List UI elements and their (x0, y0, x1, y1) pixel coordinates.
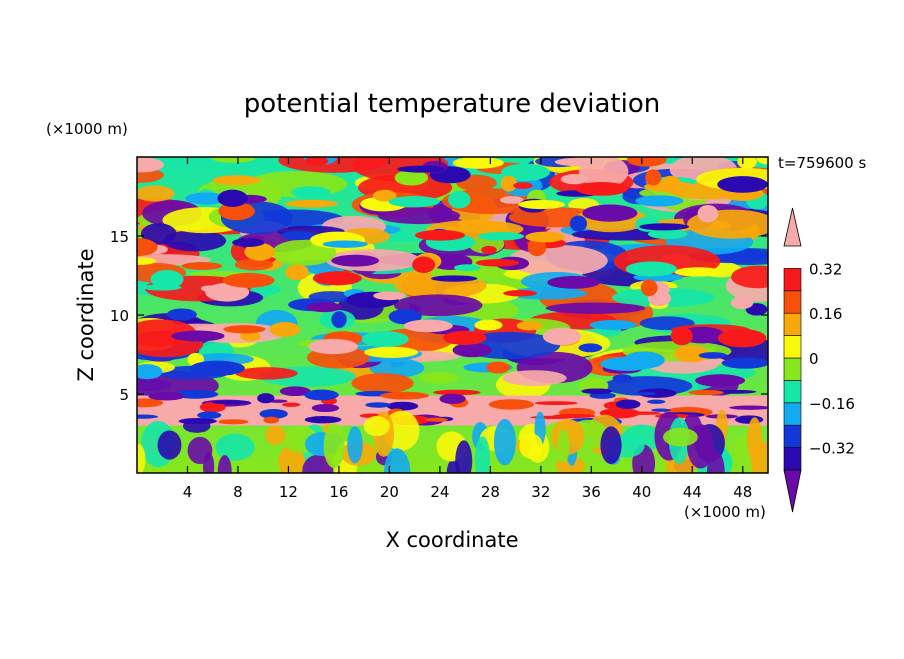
y-axis-label: Z coordinate (74, 248, 98, 381)
x-tick-label: 48 (733, 483, 752, 501)
x-tick-label: 36 (582, 483, 601, 501)
y-unit-label: (×1000 m) (46, 120, 128, 138)
chart-title: potential temperature deviation (244, 89, 660, 119)
y-tick-label: 15 (110, 228, 129, 246)
x-tick-label: 12 (279, 483, 298, 501)
x-tick-label: 32 (531, 483, 550, 501)
colorbar-bottom-arrow (783, 469, 802, 513)
x-tick-label: 20 (380, 483, 399, 501)
colorbar-segment (783, 447, 802, 471)
colorbar-label: −0.16 (809, 395, 855, 413)
colorbar-label: 0.32 (809, 260, 842, 278)
colorbar-top-arrow (783, 207, 802, 247)
x-tick-label: 4 (183, 483, 193, 501)
x-tick-label: 16 (329, 483, 348, 501)
colorbar-segment (783, 335, 802, 359)
colorbar-segment (783, 290, 802, 314)
field-plot (137, 157, 768, 473)
colorbar-label: −0.32 (809, 440, 855, 458)
x-axis-ticks: 4 8 12 16 20 24 28 32 36 40 44 48 (183, 157, 752, 501)
colorbar: 0.32 0.16 0 −0.16 −0.32 (783, 207, 855, 513)
colorbar-segment (783, 380, 802, 404)
x-tick-label: 24 (430, 483, 449, 501)
colorbar-segment (783, 268, 802, 292)
y-axis-ticks: 5 10 15 (110, 228, 768, 404)
colorbar-segment (783, 424, 802, 448)
x-tick-label: 28 (481, 483, 500, 501)
x-tick-label: 40 (632, 483, 651, 501)
y-tick-label: 5 (119, 386, 129, 404)
colorbar-label: 0 (809, 350, 819, 368)
colorbar-segment (783, 402, 802, 426)
x-tick-label: 44 (683, 483, 702, 501)
colorbar-segment (783, 312, 802, 336)
y-tick-label: 10 (110, 307, 129, 325)
colorbar-label: 0.16 (809, 305, 842, 323)
time-label: t=759600 s (778, 154, 866, 172)
colorbar-segment (783, 357, 802, 381)
x-unit-label: (×1000 m) (684, 503, 766, 521)
x-tick-label: 8 (233, 483, 243, 501)
x-axis-label: X coordinate (385, 528, 518, 552)
